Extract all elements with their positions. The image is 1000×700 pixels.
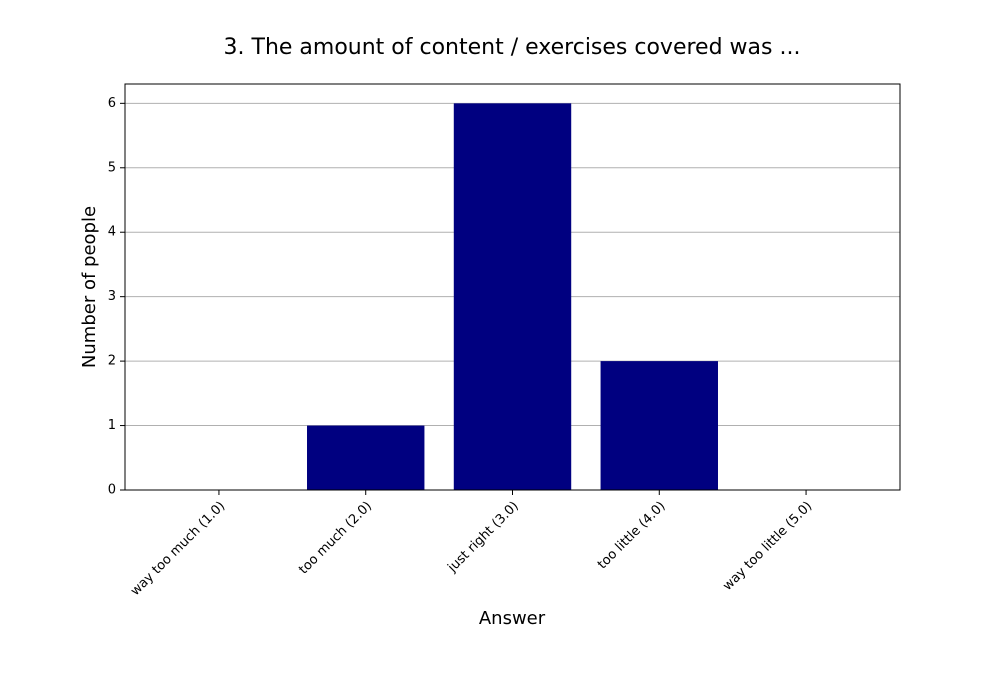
x-tick-label: way too much (1.0) xyxy=(128,499,228,599)
y-tick-label: 1 xyxy=(108,418,116,433)
y-tick-label: 0 xyxy=(108,483,116,498)
bar xyxy=(600,361,718,490)
y-tick-label: 3 xyxy=(108,289,116,304)
x-tick-label: way too little (5.0) xyxy=(720,499,815,594)
x-tick-label: just right (3.0) xyxy=(444,499,521,576)
y-tick-label: 5 xyxy=(108,160,116,175)
y-tick-label: 4 xyxy=(108,225,116,240)
y-tick-label: 2 xyxy=(108,354,116,369)
bar xyxy=(453,103,572,490)
y-axis-label: Number of people xyxy=(79,206,100,368)
bar xyxy=(307,425,425,490)
y-tick-label: 6 xyxy=(108,96,116,111)
plot-frame xyxy=(124,83,901,491)
x-tick-label: too much (2.0) xyxy=(296,499,375,578)
chart-title: 3. The amount of content / exercises cov… xyxy=(224,35,801,60)
x-tick-label: too little (4.0) xyxy=(595,499,669,573)
x-axis-label: Answer xyxy=(479,608,546,629)
